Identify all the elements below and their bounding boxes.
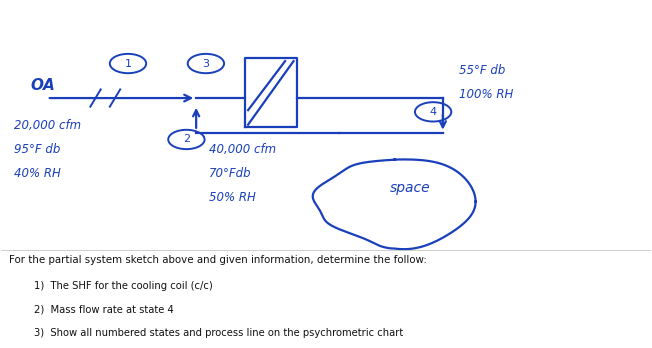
Text: 3)  Show all numbered states and process line on the psychrometric chart: 3) Show all numbered states and process … [34,328,403,338]
Text: 50% RH: 50% RH [209,191,256,204]
Text: 1: 1 [125,58,132,69]
Text: 40% RH: 40% RH [14,167,61,180]
Text: space: space [390,181,431,195]
Text: 2: 2 [183,134,190,144]
Text: 55°F db: 55°F db [459,64,505,77]
Text: 4: 4 [430,107,437,117]
Text: OA: OA [31,78,55,93]
Text: 95°F db: 95°F db [14,143,61,156]
Text: 20,000 cfm: 20,000 cfm [14,119,82,132]
Text: For the partial system sketch above and given information, determine the follow:: For the partial system sketch above and … [9,255,427,265]
Text: 70°Fdb: 70°Fdb [209,167,252,180]
Text: 100% RH: 100% RH [459,88,514,101]
Text: 1)  The SHF for the cooling coil (c/c): 1) The SHF for the cooling coil (c/c) [34,281,213,291]
Text: 3: 3 [202,58,209,69]
Text: 2)  Mass flow rate at state 4: 2) Mass flow rate at state 4 [34,304,173,315]
Text: 40,000 cfm: 40,000 cfm [209,143,276,156]
